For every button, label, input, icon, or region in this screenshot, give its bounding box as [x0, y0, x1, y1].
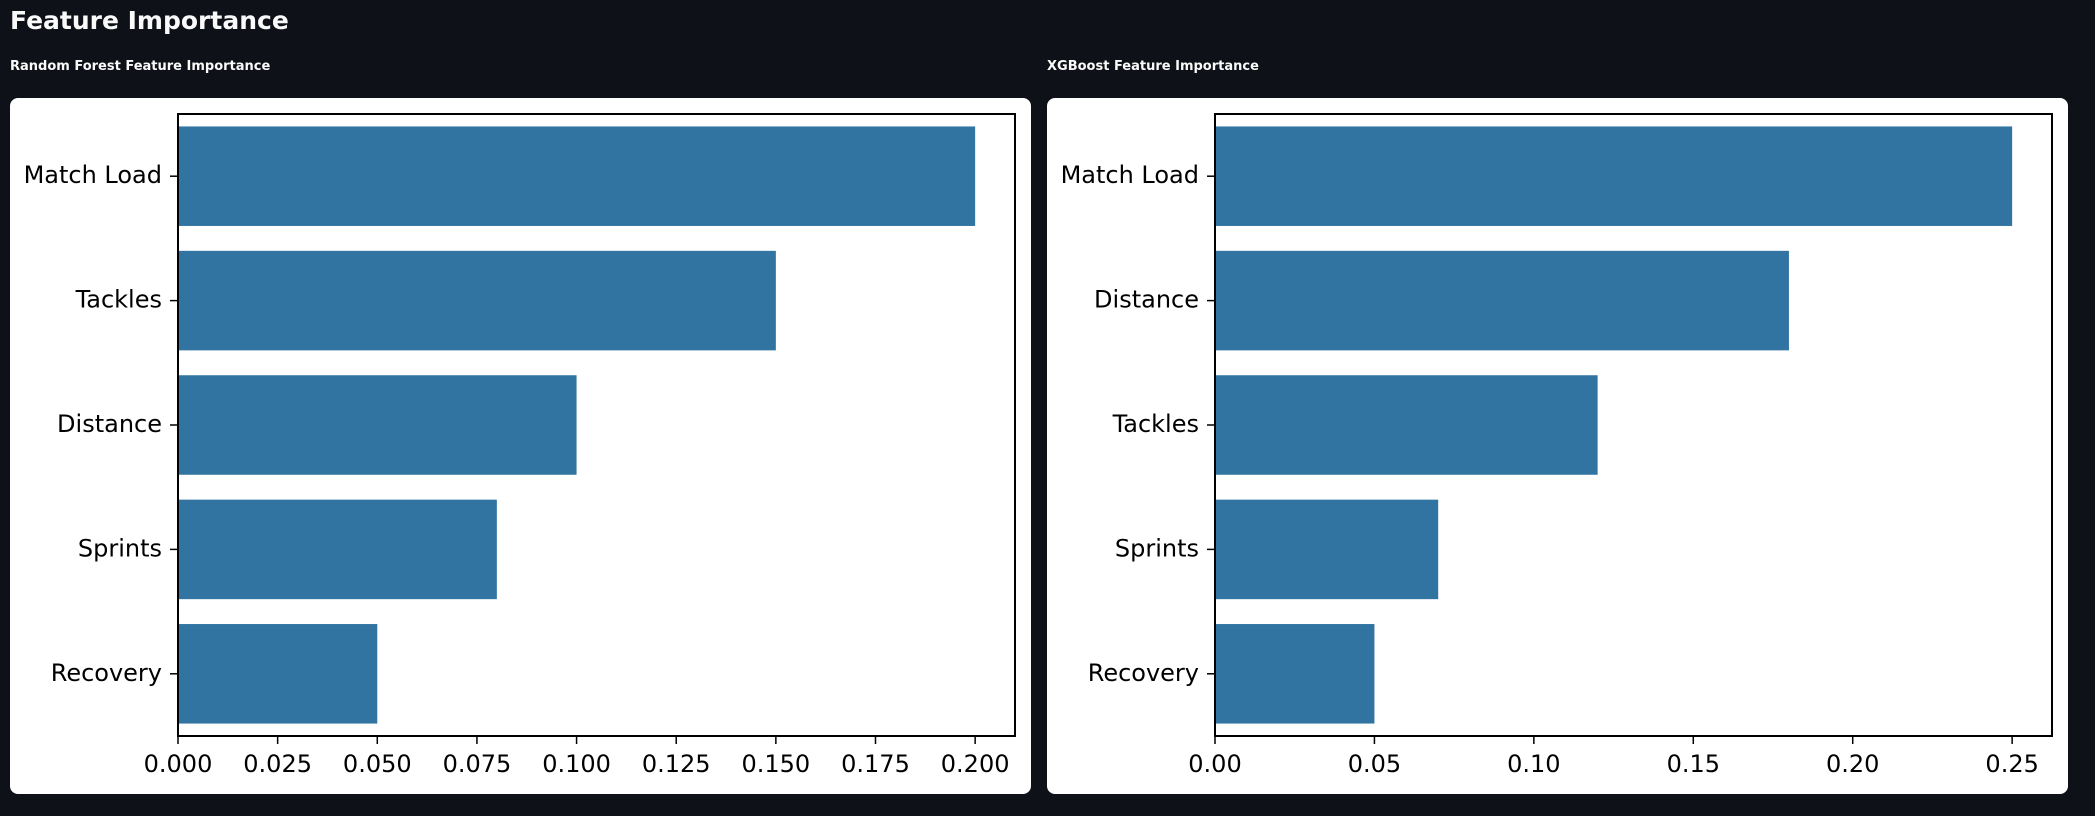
xgb-bar-2 [1215, 375, 1598, 475]
rf-chart-title: Random Forest Feature Importance [10, 59, 271, 74]
xgb-xtick-label-1: 0.05 [1348, 750, 1401, 778]
xgb-xtick-label-5: 0.25 [1985, 750, 2038, 778]
rf-bar-3 [178, 499, 497, 600]
rf-category-label-3: Sprints [78, 534, 162, 562]
xgb-chart-title: XGBoost Feature Importance [1047, 59, 1259, 74]
xgb-bar-4 [1215, 624, 1375, 724]
rf-bar-1 [178, 250, 776, 351]
rf-xtick-label-3: 0.075 [443, 750, 512, 778]
xgb-xtick-label-2: 0.10 [1507, 750, 1560, 778]
page-title: Feature Importance [10, 6, 289, 35]
xgb-feature-importance-chart: Match Load Distance Tackles Sprints Recovery… [1061, 113, 2053, 778]
xgb-plot-frame [1214, 113, 2053, 737]
rf-category-label-0: Match Load [24, 161, 162, 189]
rf-xtick-label-7: 0.175 [841, 750, 910, 778]
xgb-bar-1 [1215, 250, 1789, 351]
xgb-category-label-3: Sprints [1115, 534, 1199, 562]
xgb-xtick-label-4: 0.20 [1826, 750, 1879, 778]
xgb-xtick-label-0: 0.00 [1188, 750, 1241, 778]
rf-xtick-label-4: 0.100 [542, 750, 611, 778]
rf-xtick-label-1: 0.025 [243, 750, 312, 778]
rf-category-label-4: Recovery [51, 659, 162, 687]
rf-bar-4 [178, 624, 378, 724]
xgb-bar-0 [1215, 126, 2013, 226]
rf-category-label-2: Distance [57, 410, 162, 438]
rf-bar-2 [178, 375, 577, 475]
xgb-chart-card: Match Load Distance Tackles Sprints Recovery… [1047, 98, 2068, 794]
xgb-category-label-2: Tackles [1112, 410, 1199, 438]
rf-plot-frame [177, 113, 1016, 737]
xgb-bar-3 [1215, 499, 1439, 600]
rf-chart-card: Match Load Tackles Distance Sprints Recovery… [10, 98, 1031, 794]
rf-xtick-label-5: 0.125 [642, 750, 711, 778]
rf-xtick-label-6: 0.150 [741, 750, 810, 778]
xgb-category-label-1: Distance [1094, 286, 1199, 314]
xgb-category-label-0: Match Load [1061, 161, 1199, 189]
xgb-category-label-4: Recovery [1088, 659, 1199, 687]
rf-xtick-label-8: 0.200 [941, 750, 1010, 778]
xgb-xtick-label-3: 0.15 [1667, 750, 1720, 778]
rf-xtick-label-0: 0.000 [144, 750, 213, 778]
rf-category-label-1: Tackles [75, 286, 162, 314]
rf-feature-importance-chart: Match Load Tackles Distance Sprints Recovery… [24, 113, 1016, 778]
rf-xtick-label-2: 0.050 [343, 750, 412, 778]
rf-bar-0 [178, 126, 976, 226]
